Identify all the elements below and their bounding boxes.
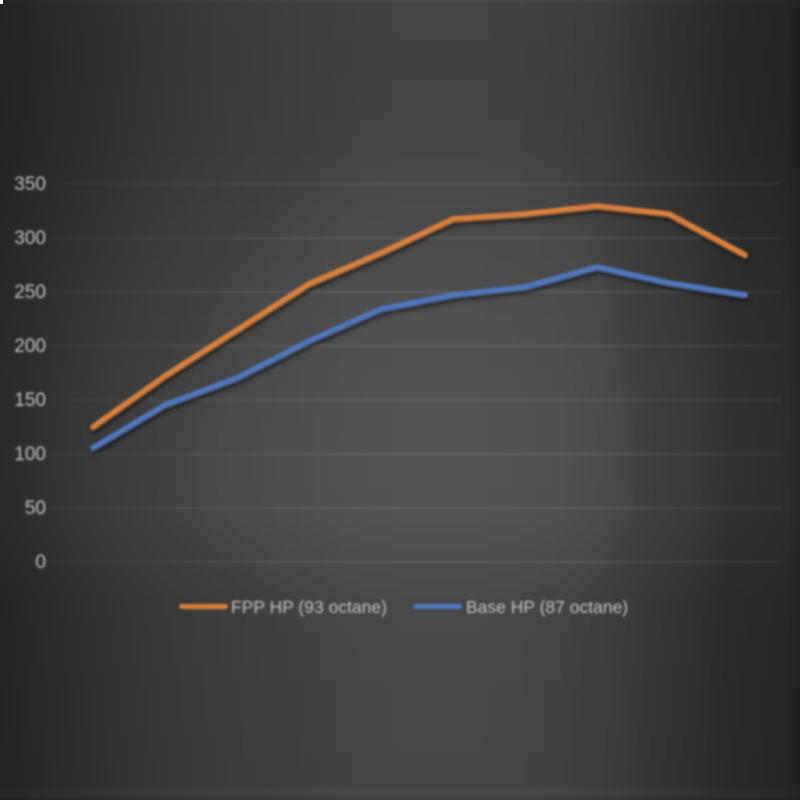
svg-text:50: 50 [25, 498, 46, 519]
svg-text:250: 250 [14, 282, 46, 303]
svg-text:100: 100 [14, 444, 46, 465]
svg-text:Base HP (87 octane): Base HP (87 octane) [466, 597, 628, 617]
svg-text:300: 300 [14, 228, 46, 249]
svg-text:150: 150 [14, 390, 46, 411]
svg-text:350: 350 [14, 174, 46, 195]
svg-text:200: 200 [14, 336, 46, 357]
svg-text:FPP HP (93 octane): FPP HP (93 octane) [231, 597, 387, 617]
svg-text:0: 0 [35, 552, 46, 573]
